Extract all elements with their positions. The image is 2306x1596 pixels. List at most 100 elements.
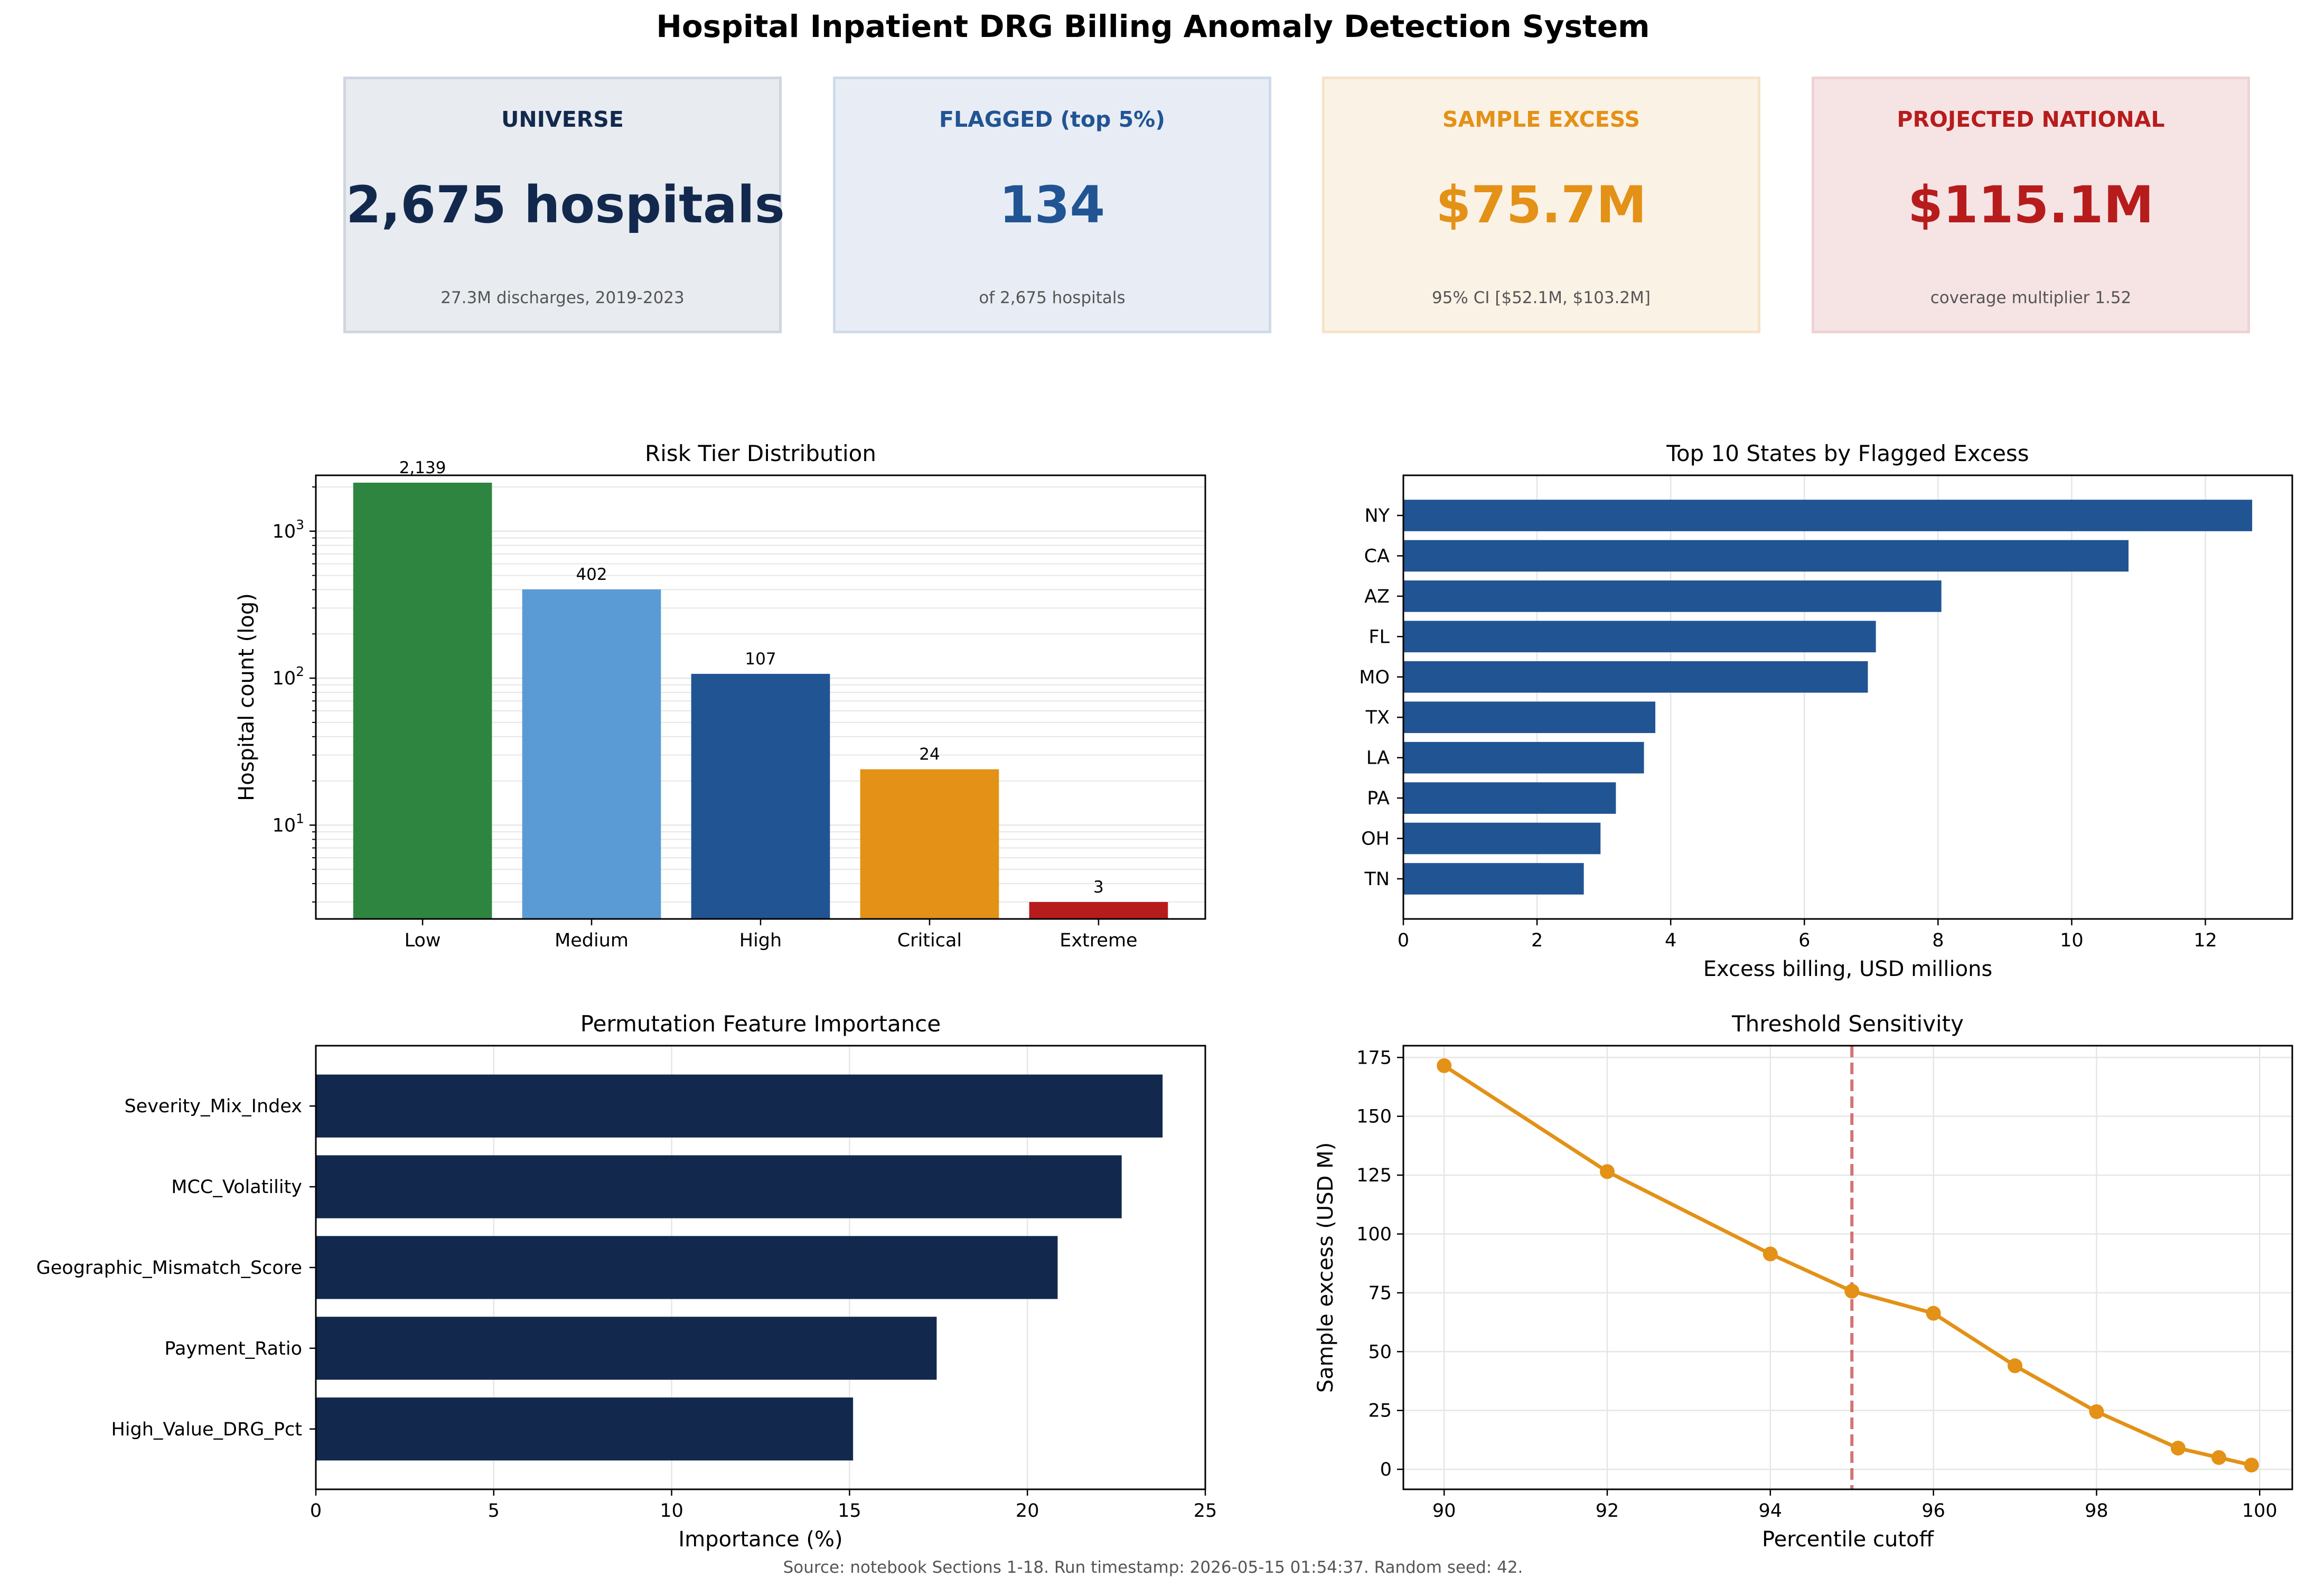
- x-tick-label: 0: [1398, 930, 1409, 951]
- x-tick-label: 4: [1665, 930, 1676, 951]
- x-axis-label: Excess billing, USD millions: [1703, 957, 1993, 981]
- x-tick-label: Low: [405, 930, 441, 951]
- y-tick-label: NY: [1364, 505, 1390, 527]
- chart-title: Threshold Sensitivity: [1731, 1011, 1964, 1037]
- bar-oh: [1403, 822, 1601, 855]
- bar-severity-mix-index: [316, 1074, 1163, 1138]
- feature-importance-chart: 0 5 10 15 20 25 Severity_Mix_Index MCC_Volatili…: [36, 1011, 1217, 1552]
- y-tick-label: 50: [1368, 1341, 1392, 1363]
- y-tick-label: 102: [273, 664, 304, 689]
- y-tick-label: 0: [1380, 1459, 1392, 1480]
- x-tick-label: 6: [1798, 930, 1810, 951]
- x-tick-label: Critical: [897, 930, 962, 951]
- bar-ca: [1403, 540, 2129, 572]
- y-tick-label: Payment_Ratio: [164, 1338, 302, 1359]
- y-tick-label: OH: [1361, 829, 1390, 850]
- x-tick-label: 12: [2193, 930, 2217, 951]
- kpi-card-sample-excess: SAMPLE EXCESS $75.7M 95% CI [$52.1M, $10…: [1322, 77, 1760, 333]
- kpi-subtext: 27.3M discharges, 2019-2023: [440, 288, 685, 307]
- data-point: [2170, 1441, 2186, 1456]
- kpi-label: SAMPLE EXCESS: [1442, 107, 1640, 132]
- y-tick-label: Geographic_Mismatch_Score: [36, 1257, 302, 1279]
- x-tick-label: 94: [1759, 1500, 1783, 1522]
- risk-tier-chart: 2,139 Low 402 Medium 107 High 24 Critical 3 Extre…: [235, 440, 1206, 951]
- y-tick-label: Severity_Mix_Index: [124, 1096, 302, 1117]
- x-tick-label: 25: [1194, 1500, 1217, 1522]
- bar-value-label: 402: [576, 565, 607, 584]
- y-tick-label: High_Value_DRG_Pct: [111, 1419, 302, 1440]
- chart-title: Risk Tier Distribution: [645, 440, 876, 466]
- bar-high-value-drg-pct: [316, 1397, 854, 1461]
- x-tick-label: 8: [1932, 930, 1944, 951]
- y-axis-label: Hospital count (log): [235, 593, 259, 801]
- bar-value-label: 107: [745, 650, 776, 669]
- x-tick-label: 20: [1016, 1500, 1039, 1522]
- y-tick-label: 150: [1356, 1106, 1392, 1128]
- bar-mcc-volatility: [316, 1155, 1122, 1218]
- x-tick-label: 92: [1596, 1500, 1619, 1522]
- x-tick-label: 96: [1921, 1500, 1945, 1522]
- bar-value-label: 3: [1093, 878, 1104, 897]
- kpi-card-universe: UNIVERSE 2,675 hospitals 27.3M discharge…: [343, 77, 785, 333]
- bar-value-label: 24: [919, 745, 940, 764]
- data-point: [1763, 1246, 1778, 1262]
- x-tick-label: 5: [488, 1500, 500, 1522]
- x-tick-label: 2: [1531, 930, 1543, 951]
- bar-ny: [1403, 500, 2253, 531]
- kpi-value: 2,675 hospitals: [346, 175, 785, 234]
- data-point: [2211, 1450, 2227, 1465]
- plot-frame: [1402, 1045, 2293, 1490]
- kpi-subtext: of 2,675 hospitals: [979, 288, 1126, 307]
- bar-fl: [1403, 621, 1876, 653]
- y-axis-label: Sample excess (USD M): [1314, 1142, 1338, 1393]
- x-tick-label: 90: [1432, 1500, 1456, 1522]
- y-tick-label: 125: [1356, 1165, 1392, 1186]
- data-point: [1600, 1164, 1615, 1179]
- y-tick-label: PA: [1367, 788, 1390, 809]
- threshold-sensitivity-chart: 90 92 94 96 98 100 0 25 50 75 100 125 150 175 Threshol…: [1314, 1011, 2293, 1552]
- bar-extreme: [1029, 902, 1168, 919]
- bar-pa: [1403, 782, 1616, 814]
- kpi-subtext: 95% CI [$52.1M, $103.2M]: [1431, 288, 1651, 307]
- x-tick-label: 10: [660, 1500, 683, 1522]
- bar-tn: [1403, 863, 1584, 895]
- x-axis-label: Importance (%): [678, 1527, 842, 1552]
- x-tick-label: Extreme: [1060, 930, 1137, 951]
- y-tick-label: 25: [1368, 1401, 1392, 1422]
- kpi-label: PROJECTED NATIONAL: [1897, 107, 2165, 132]
- y-tick-label: 100: [1356, 1224, 1392, 1245]
- chart-title: Permutation Feature Importance: [580, 1011, 941, 1037]
- dashboard-title: Hospital Inpatient DRG Billing Anomaly D…: [656, 8, 1650, 44]
- kpi-subtext: coverage multiplier 1.52: [1930, 288, 2132, 307]
- kpi-value: $115.1M: [1908, 175, 2154, 234]
- kpi-card-projected-national: PROJECTED NATIONAL $115.1M coverage mult…: [1812, 77, 2250, 333]
- source-footer: Source: notebook Sections 1-18. Run time…: [783, 1558, 1523, 1577]
- bar-geographic-mismatch-score: [316, 1236, 1058, 1299]
- bar-high: [691, 673, 830, 919]
- y-tick-label: CA: [1364, 546, 1390, 567]
- data-point: [2008, 1358, 2023, 1374]
- y-tick-label: LA: [1366, 748, 1390, 769]
- plot-frame: [1402, 474, 2293, 920]
- y-tick-label: AZ: [1364, 586, 1390, 607]
- top-states-chart: 0 2 4 6 8 10 12 NY CA AZ FL MO TX LA PA OH TN Top 10 Stat…: [1359, 440, 2293, 981]
- data-point: [1437, 1058, 1452, 1073]
- x-tick-label: High: [739, 930, 782, 951]
- kpi-value: $75.7M: [1436, 175, 1647, 234]
- y-tick-label: MO: [1359, 667, 1390, 688]
- data-point: [1926, 1306, 1941, 1321]
- kpi-label: UNIVERSE: [501, 107, 624, 132]
- series-line: [1443, 1064, 2252, 1467]
- bar-la: [1403, 741, 1644, 774]
- kpi-value: 134: [999, 175, 1105, 234]
- y-tick-label: 103: [273, 517, 304, 542]
- data-point: [2089, 1404, 2104, 1419]
- x-tick-label: 100: [2242, 1500, 2277, 1522]
- data-point: [2244, 1458, 2259, 1473]
- chart-title: Top 10 States by Flagged Excess: [1666, 440, 2029, 466]
- bar-az: [1403, 580, 1942, 612]
- bar-low: [353, 482, 492, 919]
- bar-tx: [1403, 701, 1656, 734]
- y-tick-label: 101: [273, 811, 304, 836]
- y-tick-label: FL: [1368, 626, 1390, 647]
